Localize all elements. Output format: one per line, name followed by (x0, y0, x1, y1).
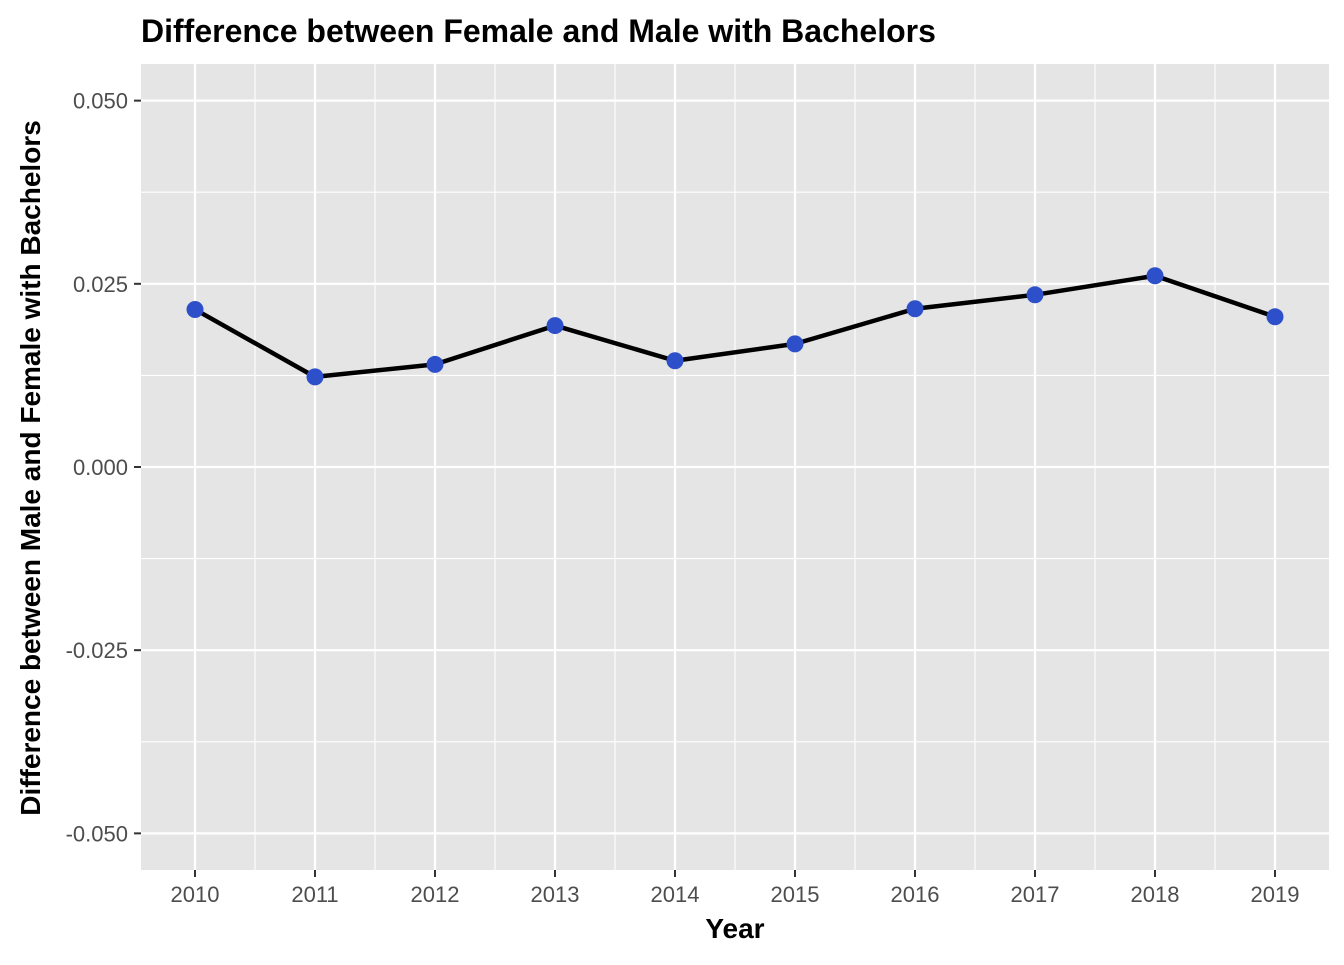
series-line (193, 273, 1276, 380)
major-gridlines (141, 64, 1329, 870)
data-point (906, 300, 924, 318)
x-tick-label: 2019 (1251, 882, 1300, 907)
x-tick-label: 2011 (291, 882, 338, 907)
y-tick-label: 0.050 (73, 89, 128, 114)
x-tick-label: 2015 (771, 882, 820, 907)
x-axis-title: Year (705, 913, 764, 944)
x-tick-label: 2013 (531, 882, 580, 907)
x-tick-label: 2017 (1011, 882, 1060, 907)
data-point (786, 335, 804, 353)
data-point (666, 352, 684, 370)
data-point (546, 317, 564, 335)
tick-labels: -0.050 -0.025 0.000 0.025 0.050 2010 2011 2012 2… (66, 89, 1300, 907)
x-tick-label: 2018 (1131, 882, 1180, 907)
y-tick-label: -0.050 (66, 821, 128, 846)
x-tick-label: 2010 (171, 882, 220, 907)
data-point (186, 300, 204, 318)
y-axis-title: Difference between Male and Female with … (15, 120, 46, 816)
series-line-group (193, 273, 1276, 380)
y-tick-label: -0.025 (66, 638, 128, 663)
series-points-group (186, 267, 1284, 386)
y-tick-label: 0.000 (73, 455, 128, 480)
x-tick-label: 2016 (891, 882, 940, 907)
chart-title: Difference between Female and Male with … (141, 13, 936, 49)
data-point (1026, 286, 1044, 304)
data-point (306, 368, 324, 386)
data-point (426, 355, 444, 373)
x-tick-label: 2012 (411, 882, 460, 907)
data-point (1266, 308, 1284, 326)
x-tick-label: 2014 (651, 882, 700, 907)
y-tick-label: 0.025 (73, 272, 128, 297)
axis-ticks (134, 99, 1276, 877)
data-point (1146, 267, 1164, 285)
